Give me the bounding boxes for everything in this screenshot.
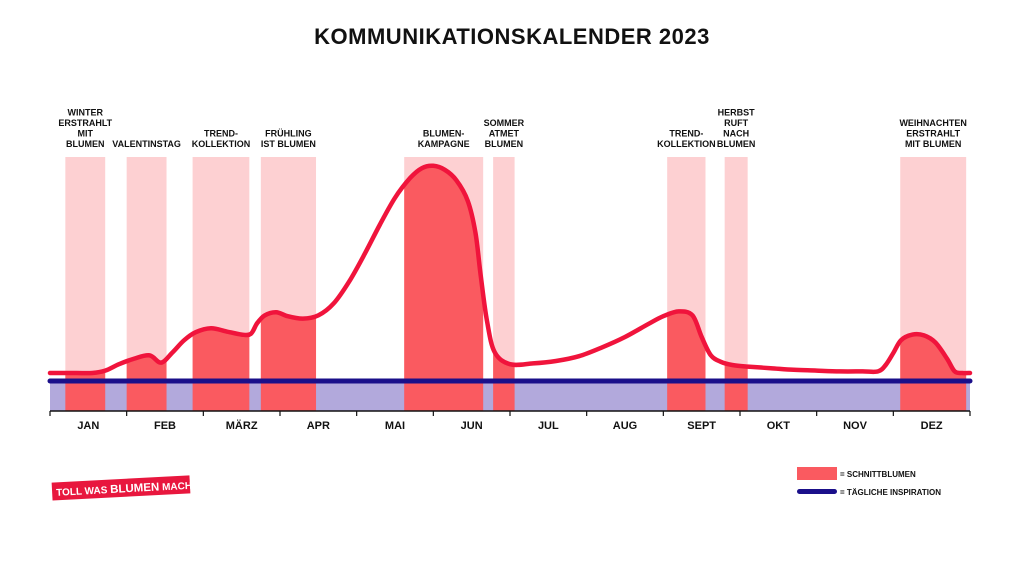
- campaign-label-line: SOMMER: [484, 118, 525, 128]
- legend-label-cut-flowers: = SCHNITTBLUMEN: [840, 470, 916, 479]
- legend-swatch-daily-inspiration: [797, 489, 837, 494]
- month-label-7: AUG: [613, 420, 637, 432]
- campaign-label-line: VALENTINSTAG: [112, 139, 181, 149]
- month-label-9: OKT: [767, 420, 791, 432]
- campaign-label-line: KOLLEKTION: [192, 139, 251, 149]
- month-label-6: JUL: [538, 420, 559, 432]
- campaign-label-line: WINTER: [68, 108, 104, 118]
- campaign-label-line: BLUMEN-: [423, 129, 465, 139]
- month-label-0: JAN: [77, 420, 99, 432]
- campaign-label-line: TREND-: [669, 129, 703, 139]
- campaign-label-7: HERBST RUFT NACH BLUMEN: [717, 108, 756, 150]
- campaign-labels: WINTER ERSTRAHLT MIT BLUMEN VALENTINSTAGTREN…: [58, 108, 967, 150]
- logo-text-part2: BLUMEN: [110, 481, 160, 496]
- campaign-label-0: WINTER ERSTRAHLT MIT BLUMEN: [58, 108, 112, 150]
- campaign-label-1: VALENTINSTAG: [112, 139, 181, 149]
- campaign-label-line: MIT BLUMEN: [905, 139, 962, 149]
- campaign-label-line: TREND-: [204, 129, 238, 139]
- campaign-label-line: KOLLEKTION: [657, 139, 716, 149]
- campaign-band-5: [493, 157, 515, 411]
- x-axis: JAN FEB MÄRZ APR MAI JUN JUL AUG SEPT OKT NOV DEZ: [49, 410, 971, 432]
- campaign-label-3: FRÜHLING IST BLUMEN: [261, 129, 316, 150]
- campaign-label-line: BLUMEN: [485, 139, 524, 149]
- month-label-8: SEPT: [687, 420, 716, 432]
- campaign-label-line: FRÜHLING: [265, 129, 312, 139]
- brand-logo: TOLL WAS BLUMEN MACHEN.DE: [51, 475, 216, 501]
- campaign-label-line: RUFT: [724, 118, 748, 128]
- month-label-2: MÄRZ: [226, 419, 258, 432]
- campaign-label-line: MIT: [78, 129, 94, 139]
- logo-suffix: .DE: [206, 480, 216, 487]
- month-label-1: FEB: [154, 420, 176, 432]
- campaign-label-line: IST BLUMEN: [261, 139, 316, 149]
- logo-text-part3: MACHEN: [159, 480, 206, 493]
- campaign-band-0: [65, 157, 106, 411]
- campaign-label-line: BLUMEN: [66, 139, 105, 149]
- campaign-label-line: KAMPAGNE: [418, 139, 470, 149]
- campaign-label-6: TREND-KOLLEKTION: [657, 129, 716, 150]
- legend: = SCHNITTBLUMEN = TÄGLICHE INSPIRATION: [797, 467, 941, 497]
- month-label-4: MAI: [385, 420, 405, 432]
- month-label-5: JUN: [461, 420, 483, 432]
- campaign-label-line: ATMET: [489, 129, 520, 139]
- month-label-10: NOV: [843, 420, 868, 432]
- campaign-label-line: ERSTRAHLT: [58, 118, 112, 128]
- campaign-label-line: NACH: [723, 129, 749, 139]
- legend-swatch-cut-flowers: [797, 467, 837, 480]
- logo-background: [51, 475, 191, 501]
- chart-title: KOMMUNIKATIONSKALENDER 2023: [314, 24, 710, 49]
- month-label-11: DEZ: [921, 420, 943, 432]
- campaign-label-5: SOMMER ATMET BLUMEN: [484, 118, 525, 149]
- campaign-label-line: WEIHNACHTEN: [899, 118, 967, 128]
- svg-text:TOLL WAS BLUMEN MACHEN.DE: TOLL WAS BLUMEN MACHEN.DE: [56, 478, 216, 498]
- campaign-label-4: BLUMEN-KAMPAGNE: [418, 129, 470, 150]
- campaign-label-line: HERBST: [718, 108, 756, 118]
- campaign-band-7: [724, 157, 748, 411]
- cut-flowers-line: [47, 163, 973, 376]
- cut-flowers-curve: [47, 163, 973, 376]
- campaign-label-line: ERSTRAHLT: [906, 129, 960, 139]
- logo-text-part1: TOLL WAS: [56, 485, 111, 499]
- month-label-3: APR: [307, 420, 330, 432]
- campaign-label-8: WEIHNACHTEN ERSTRAHLT MIT BLUMEN: [899, 118, 967, 149]
- campaign-label-line: BLUMEN: [717, 139, 756, 149]
- legend-label-daily-inspiration: = TÄGLICHE INSPIRATION: [840, 488, 941, 497]
- campaign-label-2: TREND-KOLLEKTION: [192, 129, 251, 150]
